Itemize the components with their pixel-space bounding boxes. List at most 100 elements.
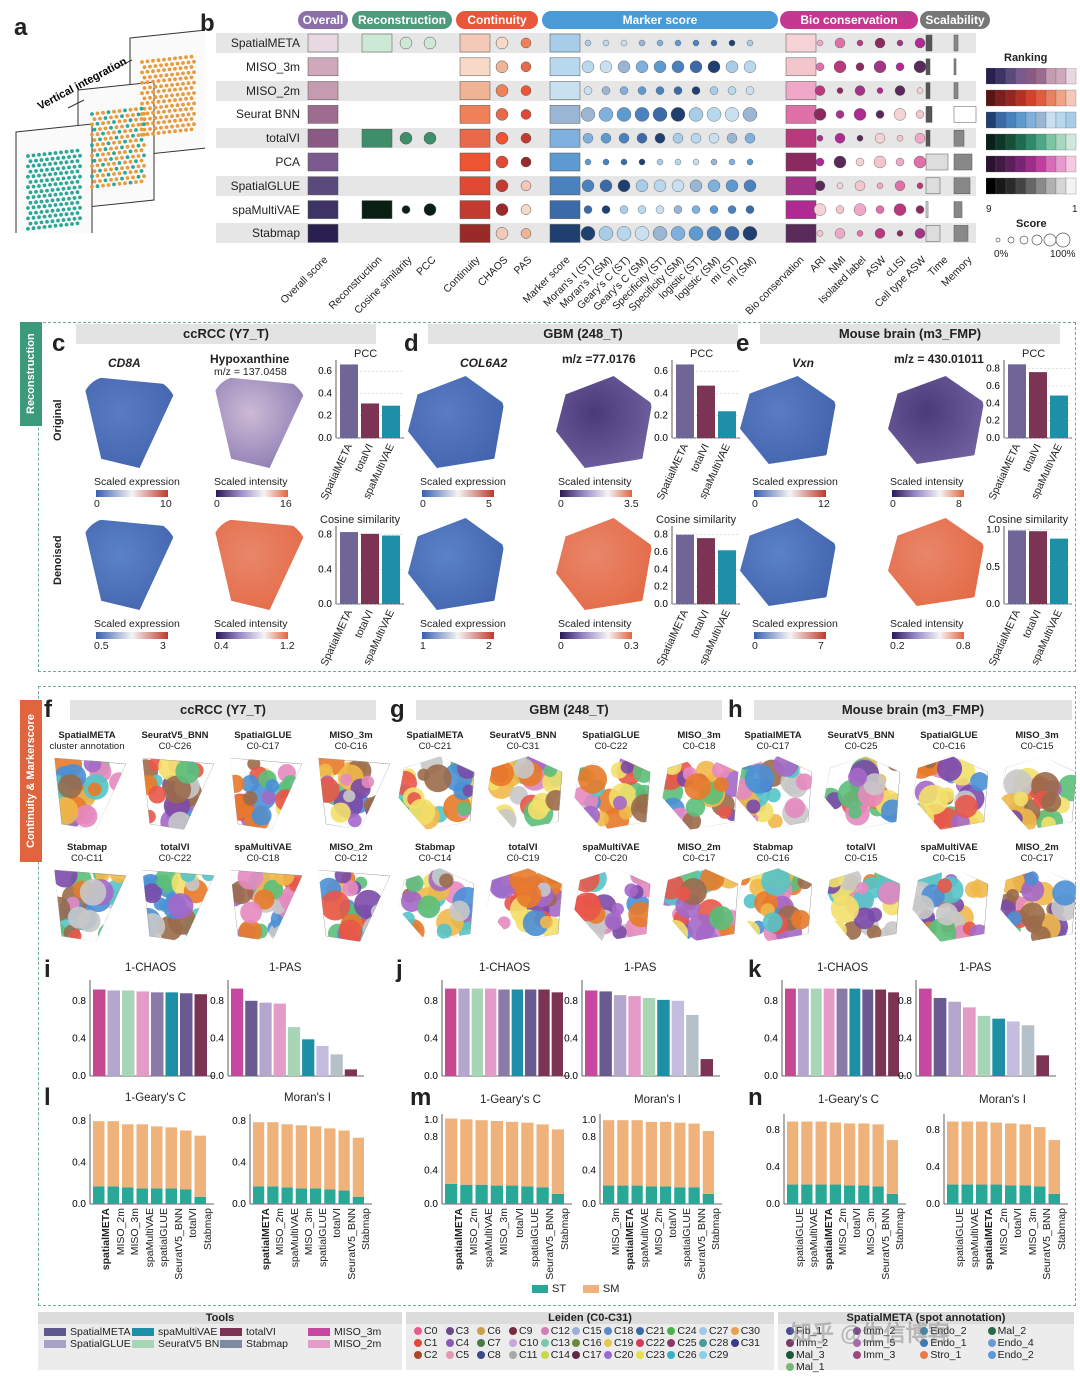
leiden-dot: [635, 1339, 644, 1348]
continuity-cell: [459, 57, 491, 77]
spot: [186, 102, 191, 106]
y-tick-label: 0.0: [424, 1071, 438, 1080]
cluster-range: C0-C19: [506, 853, 540, 864]
y-tick-label: 0.4: [564, 1033, 578, 1044]
cluster-blob: [243, 791, 257, 805]
leiden-legend-item: C1: [414, 1337, 446, 1349]
spot: [151, 131, 155, 136]
expression-max: 3: [160, 640, 166, 652]
leiden-dot: [540, 1339, 549, 1348]
cluster-blob: [406, 874, 424, 892]
method-label: MISO_3m: [245, 59, 300, 74]
bar-title: Cosine similarity: [656, 514, 737, 526]
category-label: spatialGLUE: [954, 1208, 967, 1267]
recon-bar: [340, 532, 358, 604]
spot: [37, 184, 41, 188]
overall-score-cell: [307, 152, 339, 172]
spot-dot: [987, 1327, 996, 1336]
marker-score-cell: [549, 57, 581, 77]
spot: [42, 204, 47, 209]
spot: [64, 212, 69, 217]
cluster-blob: [1052, 880, 1077, 905]
spot: [101, 121, 105, 126]
cluster-blob: [241, 775, 259, 793]
ranking-swatch: [1005, 133, 1017, 151]
spot: [59, 192, 63, 196]
spot: [189, 106, 194, 111]
ranking-legend: [986, 68, 1077, 195]
marker-dot: [617, 60, 631, 73]
spot: [142, 143, 146, 147]
bio-conservation-cell: [785, 176, 817, 196]
cluster-blob: [867, 907, 882, 922]
chart-title: 1-CHAOS: [817, 962, 869, 974]
cluster-blob: [340, 774, 352, 786]
marker-dot: [637, 86, 647, 95]
spot: [123, 150, 127, 154]
ranking-swatch: [1035, 177, 1047, 195]
marker-dot: [581, 179, 595, 193]
spot: [142, 117, 147, 122]
spot: [101, 183, 105, 188]
spot: [175, 61, 180, 66]
tool-swatch: [308, 1328, 330, 1337]
spot: [136, 133, 141, 138]
cluster-method: SeuratV5_BNN: [141, 730, 209, 741]
ranking-swatch: [1065, 89, 1077, 107]
sm-bar: [194, 1135, 206, 1197]
cluster-blob: [1006, 889, 1019, 902]
panel-i-letter: i: [44, 956, 51, 983]
y-tick-label: 0.4: [424, 1033, 438, 1044]
y-tick-label: 0.4: [232, 1158, 246, 1169]
marker-dot: [743, 60, 757, 73]
cluster-blob: [676, 886, 690, 900]
spot: [42, 183, 47, 188]
leiden-label: C24: [677, 1325, 697, 1337]
chaos-dot: [495, 84, 509, 97]
cluster-range: C0-C17: [246, 741, 280, 752]
ranking-swatch: [1015, 68, 1027, 85]
sm-bar: [338, 1130, 350, 1191]
cluster-blob: [848, 806, 861, 819]
spot: [120, 176, 124, 181]
metric-bar: [977, 1015, 991, 1076]
spot: [78, 195, 82, 200]
leiden-label: C16: [582, 1337, 602, 1349]
chart-title: 1-PAS: [269, 962, 302, 974]
panel-e-letter: e: [736, 330, 750, 357]
leiden-legend-item: C11: [509, 1349, 541, 1361]
spot: [31, 205, 36, 210]
marker-dot: [584, 39, 592, 47]
spot: [164, 62, 169, 67]
spot: [28, 200, 33, 205]
leiden-legend-item: C8: [477, 1349, 509, 1361]
cluster-range: C0-C17: [756, 741, 790, 752]
cluster-method: MISO_2m: [1015, 842, 1059, 853]
spot: [106, 110, 111, 115]
spot: [98, 127, 102, 131]
spot: [50, 177, 55, 182]
time-cell: [925, 153, 949, 171]
spot-label: Imm_2: [863, 1325, 896, 1337]
metric-bar: [1007, 1021, 1020, 1076]
spot: [164, 94, 169, 98]
recon-bar-chart: 0.6 0.4 0.2 0.0: [318, 360, 404, 444]
cluster-blob: [862, 877, 884, 899]
category-label: MISO_3m: [302, 1208, 315, 1256]
leiden-label: C20: [614, 1349, 634, 1361]
spot: [123, 108, 127, 113]
cluster-blob: [864, 773, 886, 795]
spot: [151, 58, 155, 63]
spot: [39, 158, 44, 162]
cluster-range: C0-C16: [932, 741, 966, 752]
sm-bar: [617, 1120, 629, 1186]
group-header-3: Marker score: [542, 11, 778, 29]
leiden-label: C14: [550, 1349, 570, 1361]
cluster-blob: [498, 916, 511, 929]
cluster-blob: [856, 882, 868, 894]
bio-conservation-cell: [785, 57, 817, 77]
ranking-swatch: [1025, 68, 1037, 85]
cosine-dot: [399, 36, 413, 50]
metric-bar: [1021, 1025, 1035, 1076]
marker-score-cell: [549, 224, 581, 243]
